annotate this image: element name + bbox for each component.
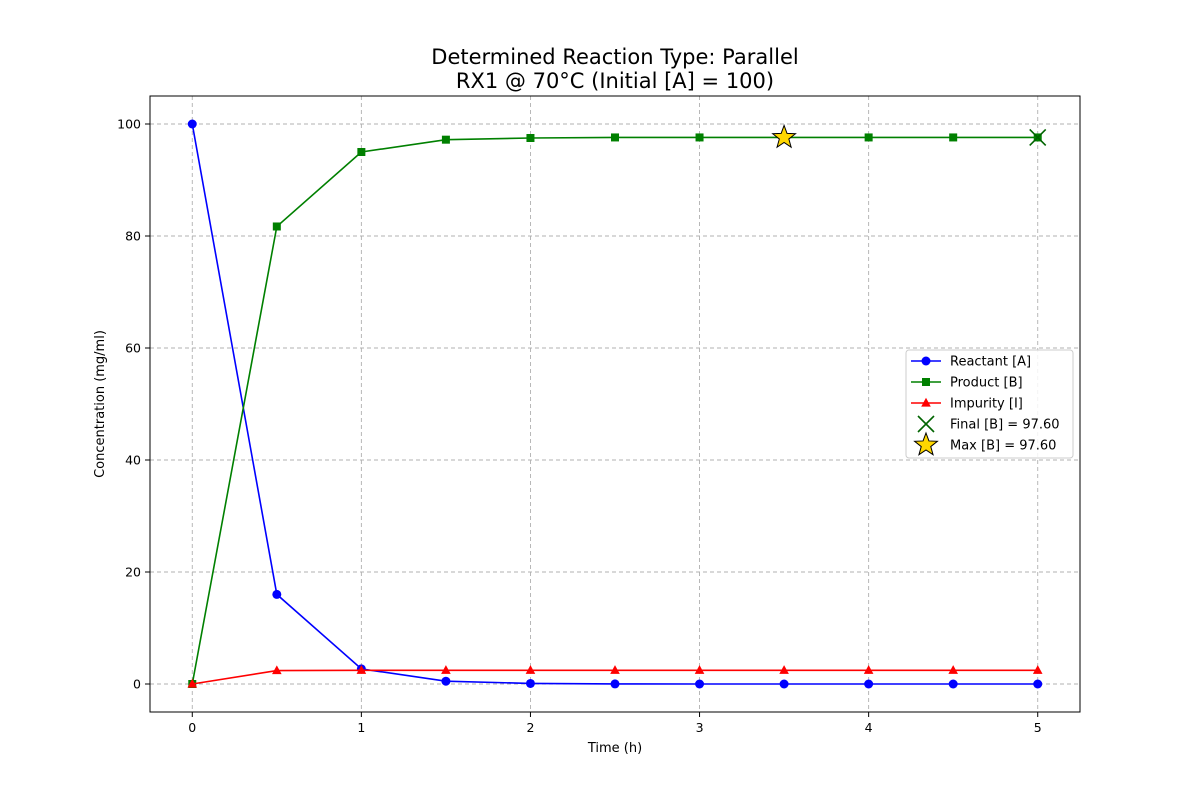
legend-label: Impurity [I] — [950, 397, 1023, 412]
data-point — [1032, 665, 1043, 674]
y-tick-label: 0 — [133, 677, 141, 692]
max-marker — [771, 123, 797, 149]
legend-label: Max [B] = 97.60 — [950, 439, 1056, 454]
data-point — [610, 665, 620, 674]
legend-label: Reactant [A] — [950, 355, 1031, 370]
data-point — [611, 133, 619, 142]
legend-entry: Max [B] = 97.60 — [913, 431, 1056, 456]
data-point — [525, 665, 536, 674]
x-tick-label: 1 — [357, 720, 365, 735]
data-point — [863, 665, 874, 674]
data-point — [948, 679, 958, 689]
data-point — [779, 665, 789, 674]
data-point — [272, 222, 281, 231]
legend-marker — [921, 397, 931, 407]
data-point — [864, 133, 873, 142]
legend-label: Product [B] — [950, 376, 1023, 391]
data-point — [187, 678, 198, 688]
legend-entry: Final [B] = 97.60 — [917, 415, 1060, 433]
annotation-layer — [771, 123, 1047, 149]
data-point — [779, 679, 789, 689]
x-tick-label: 4 — [865, 720, 873, 735]
x-axis-label: Time (h) — [587, 741, 642, 756]
data-point — [441, 665, 451, 674]
x-marker-stroke — [1029, 128, 1047, 147]
legend: Reactant [A] Product [B] Impurity [I] Final… — [905, 349, 1074, 459]
series-layer — [187, 119, 1043, 689]
data-point — [357, 148, 366, 156]
data-point — [949, 133, 958, 142]
x-marker-stroke — [917, 415, 935, 433]
x-tick-label: 5 — [1034, 720, 1042, 735]
data-point — [187, 119, 197, 129]
data-point — [272, 589, 282, 599]
legend-label: Final [B] = 97.60 — [950, 418, 1060, 433]
data-point — [525, 678, 535, 688]
data-point — [441, 676, 451, 686]
data-point — [272, 665, 282, 675]
legend-marker — [913, 431, 939, 456]
chart-title: Determined Reaction Type: Parallel — [431, 45, 798, 69]
axis-ticks: 0 1 2 3 4 5 0 20 40 60 80 100 — [117, 117, 1042, 736]
data-point — [948, 665, 958, 674]
x-tick-label: 3 — [696, 720, 704, 735]
data-point — [356, 665, 367, 674]
series-3 — [187, 665, 1043, 688]
data-point — [695, 133, 704, 142]
legend-marker — [921, 356, 931, 366]
data-point — [526, 134, 535, 142]
data-point — [1033, 679, 1043, 689]
data-point — [864, 679, 874, 689]
chart-subtitle: RX1 @ 70°C (Initial [A] = 100) — [456, 69, 774, 93]
legend-entry: Product [B] — [911, 376, 1023, 391]
legend-marker — [922, 378, 930, 386]
data-point — [694, 665, 705, 674]
legend-entry: Impurity [I] — [911, 397, 1023, 412]
x-tick-label: 0 — [188, 720, 196, 735]
y-tick-label: 80 — [125, 229, 141, 244]
series-1 — [187, 119, 1043, 689]
y-tick-label: 60 — [125, 341, 141, 356]
data-point — [695, 679, 705, 689]
x-tick-label: 2 — [526, 720, 534, 735]
y-tick-label: 100 — [117, 117, 141, 132]
legend-marker — [917, 415, 935, 433]
y-tick-label: 40 — [125, 453, 141, 468]
data-point — [610, 679, 620, 689]
final-marker — [1029, 128, 1047, 147]
plot-frame — [149, 95, 1081, 713]
data-point — [441, 135, 450, 144]
legend-entry: Reactant [A] — [911, 355, 1031, 370]
y-axis-label: Concentration (mg/ml) — [93, 330, 108, 478]
y-tick-label: 20 — [125, 565, 141, 580]
grid — [150, 96, 1080, 712]
legend-box — [905, 349, 1074, 459]
